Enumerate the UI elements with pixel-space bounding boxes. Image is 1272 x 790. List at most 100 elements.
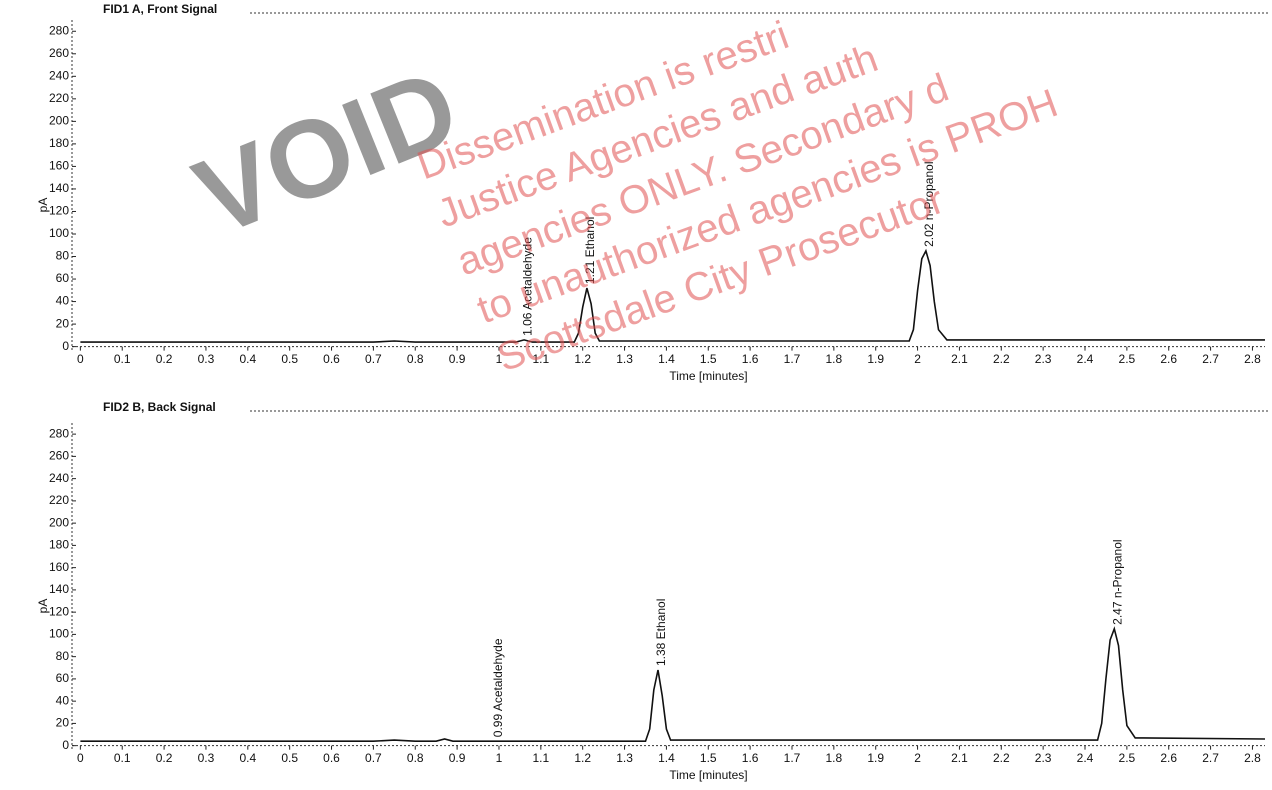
x-tick-label: 2.3: [1035, 352, 1052, 366]
x-tick-label: 1.3: [616, 352, 633, 366]
x-tick-label: 1.4: [658, 352, 675, 366]
x-axis-label: Time [minutes]: [669, 768, 747, 782]
x-tick-label: 0.2: [156, 352, 173, 366]
x-tick-label: 2.2: [993, 352, 1010, 366]
x-tick-label: 1.3: [616, 751, 633, 765]
x-axis-label: Time [minutes]: [669, 369, 747, 383]
x-tick-label: 2.6: [1160, 751, 1177, 765]
x-tick-label: 2.4: [1077, 751, 1094, 765]
x-tick-label: 0.9: [449, 751, 466, 765]
x-tick-label: 1.9: [867, 751, 884, 765]
y-tick-label: 240: [49, 471, 69, 485]
x-tick-label: 0.7: [365, 751, 382, 765]
x-tick-label: 0.1: [114, 352, 131, 366]
x-tick-label: 0.2: [156, 751, 173, 765]
x-tick-label: 1.8: [826, 751, 843, 765]
y-tick-label: 40: [56, 294, 70, 308]
y-tick-label: 220: [49, 91, 69, 105]
y-tick-label: 160: [49, 560, 69, 574]
x-tick-label: 1.2: [574, 352, 591, 366]
chart-title: FID2 B, Back Signal: [103, 400, 216, 414]
signal-trace: [80, 626, 1266, 742]
x-tick-label: 1.8: [826, 352, 843, 366]
x-tick-label: 1.5: [700, 751, 717, 765]
x-tick-label: 2.8: [1244, 751, 1261, 765]
signal-trace: [80, 248, 1265, 343]
x-tick-label: 0.6: [323, 352, 340, 366]
x-tick-label: 0.8: [407, 751, 424, 765]
x-tick-label: 1.1: [532, 352, 549, 366]
x-tick-label: 0.7: [365, 352, 382, 366]
y-tick-label: 20: [56, 316, 70, 330]
x-tick-label: 0: [77, 751, 84, 765]
x-tick-label: 1.2: [574, 751, 591, 765]
y-tick-label: 120: [49, 204, 69, 218]
x-tick-label: 0.4: [239, 352, 256, 366]
x-tick-label: 0.5: [281, 352, 298, 366]
y-tick-label: 100: [49, 226, 69, 240]
peak-label: 0.99 Acetaldehyde: [491, 638, 505, 737]
x-tick-label: 2.2: [993, 751, 1010, 765]
y-tick-label: 0: [62, 339, 69, 353]
x-tick-label: 2.1: [951, 751, 968, 765]
x-tick-label: 1.1: [532, 751, 549, 765]
chart-title: FID1 A, Front Signal: [103, 2, 217, 16]
x-tick-label: 0.3: [198, 751, 215, 765]
x-tick-label: 2: [914, 352, 921, 366]
x-tick-label: 0.8: [407, 352, 424, 366]
x-tick-label: 1: [496, 751, 503, 765]
y-tick-label: 160: [49, 159, 69, 173]
x-tick-label: 2.1: [951, 352, 968, 366]
y-tick-label: 280: [49, 426, 69, 440]
y-tick-label: 140: [49, 582, 69, 596]
y-tick-label: 120: [49, 604, 69, 618]
x-tick-label: 2.5: [1119, 352, 1136, 366]
y-tick-label: 200: [49, 515, 69, 529]
y-tick-label: 260: [49, 449, 69, 463]
peak-label: 1.06 Acetaldehyde: [520, 237, 534, 336]
x-tick-label: 0.5: [281, 751, 298, 765]
x-tick-label: 1.7: [784, 352, 801, 366]
x-tick-label: 2.4: [1077, 352, 1094, 366]
x-tick-label: 2.6: [1160, 352, 1177, 366]
x-tick-label: 0: [77, 352, 84, 366]
y-tick-label: 280: [49, 23, 69, 37]
y-tick-label: 60: [56, 271, 70, 285]
y-tick-label: 200: [49, 114, 69, 128]
y-tick-label: 260: [49, 46, 69, 60]
y-tick-label: 20: [56, 716, 70, 730]
peak-label: 2.47 n-Propanol: [1110, 539, 1124, 624]
x-tick-label: 1.6: [742, 751, 759, 765]
peak-label: 1.38 Ethanol: [654, 599, 668, 666]
x-tick-label: 2: [914, 751, 921, 765]
y-axis-label: pA: [36, 198, 50, 213]
x-tick-label: 1.4: [658, 751, 675, 765]
y-tick-label: 180: [49, 136, 69, 150]
y-axis-label: pA: [36, 599, 50, 614]
x-tick-label: 2.7: [1202, 751, 1219, 765]
y-tick-label: 80: [56, 249, 70, 263]
x-tick-label: 1.7: [784, 751, 801, 765]
y-tick-label: 60: [56, 671, 70, 685]
x-tick-label: 0.4: [239, 751, 256, 765]
y-tick-label: 240: [49, 68, 69, 82]
x-tick-label: 2.3: [1035, 751, 1052, 765]
y-tick-label: 220: [49, 493, 69, 507]
y-tick-label: 180: [49, 538, 69, 552]
x-tick-label: 2.7: [1202, 352, 1219, 366]
y-tick-label: 0: [62, 738, 69, 752]
x-tick-label: 1.5: [700, 352, 717, 366]
x-tick-label: 1.9: [867, 352, 884, 366]
x-tick-label: 1.6: [742, 352, 759, 366]
y-tick-label: 100: [49, 627, 69, 641]
y-tick-label: 140: [49, 181, 69, 195]
y-tick-label: 40: [56, 693, 70, 707]
x-tick-label: 0.6: [323, 751, 340, 765]
x-tick-label: 2.5: [1119, 751, 1136, 765]
x-tick-label: 0.3: [198, 352, 215, 366]
x-tick-label: 0.1: [114, 751, 131, 765]
x-tick-label: 2.8: [1244, 352, 1261, 366]
peak-label: 2.02 n-Propanol: [922, 161, 936, 246]
